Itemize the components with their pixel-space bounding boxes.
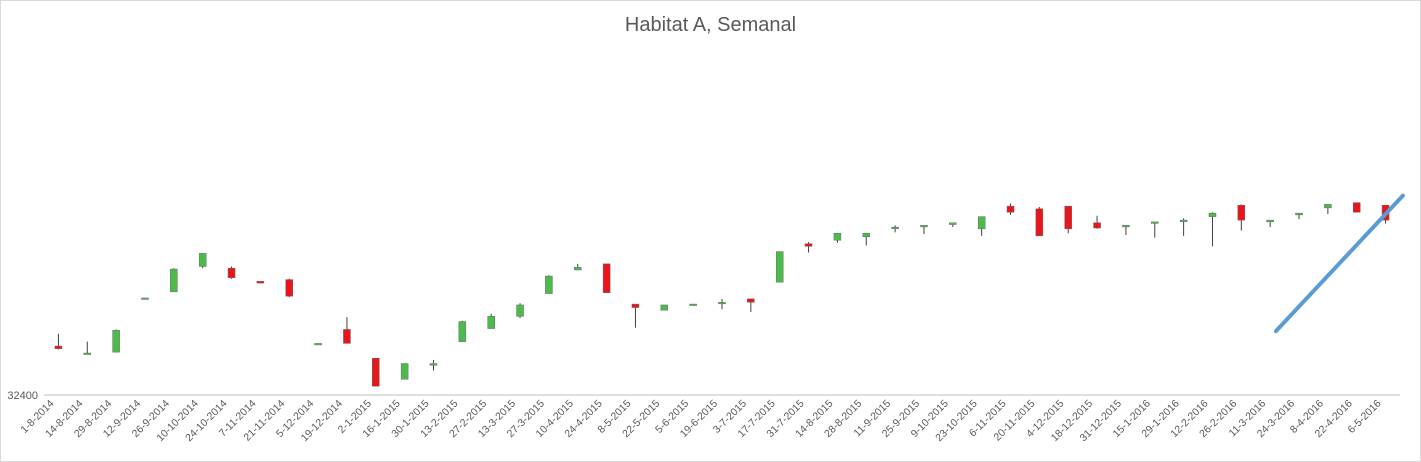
candle bbox=[285, 278, 293, 298]
candle-body-down bbox=[1352, 202, 1361, 213]
candle-body-up bbox=[400, 363, 409, 380]
candle bbox=[602, 263, 611, 293]
candle-body-up bbox=[170, 268, 178, 293]
candle bbox=[747, 298, 755, 312]
candle bbox=[1352, 202, 1361, 213]
candle-body-up bbox=[1324, 204, 1332, 209]
candle-body-down bbox=[602, 263, 611, 293]
candle bbox=[314, 343, 322, 346]
candle-body-up bbox=[198, 253, 207, 267]
candle bbox=[343, 317, 351, 344]
candle bbox=[372, 358, 380, 387]
candle-body-up bbox=[949, 222, 957, 225]
candle bbox=[1035, 207, 1044, 237]
candle bbox=[833, 232, 842, 243]
candle-body-down bbox=[227, 267, 236, 279]
candle-body-up bbox=[1295, 212, 1303, 216]
candle-body-down bbox=[285, 279, 293, 297]
candle bbox=[660, 304, 669, 311]
candle bbox=[689, 303, 697, 306]
candle-body-up bbox=[141, 297, 149, 300]
candle-body-down bbox=[1064, 205, 1072, 230]
candle-body-up bbox=[429, 363, 438, 366]
candle bbox=[141, 297, 149, 300]
candle bbox=[920, 225, 928, 235]
candle-body-down bbox=[54, 345, 63, 349]
candle bbox=[804, 241, 813, 253]
candle bbox=[83, 341, 92, 355]
candle bbox=[949, 222, 957, 228]
candle-body-down bbox=[631, 303, 640, 308]
candle bbox=[54, 333, 63, 350]
candle-body-down bbox=[343, 329, 351, 344]
candle-body-down bbox=[256, 281, 265, 284]
candle bbox=[862, 232, 871, 246]
chart-title: Habitat A, Semanal bbox=[624, 14, 797, 36]
candle-body-up bbox=[775, 251, 784, 283]
candle bbox=[458, 320, 467, 342]
candle-body-down bbox=[747, 298, 755, 303]
candle bbox=[256, 281, 265, 284]
candle bbox=[775, 251, 784, 283]
candle-body-up bbox=[1266, 219, 1274, 223]
candle-body-up bbox=[1208, 212, 1217, 217]
candle-body-up bbox=[573, 267, 582, 271]
candle bbox=[400, 363, 409, 380]
candle-body-up bbox=[112, 330, 120, 353]
candle bbox=[1064, 205, 1072, 234]
candle bbox=[891, 225, 899, 233]
candle bbox=[516, 303, 524, 319]
candle-body-up bbox=[689, 303, 697, 306]
candle bbox=[1266, 219, 1274, 228]
candle bbox=[718, 298, 726, 310]
candle bbox=[170, 268, 178, 293]
candle-body-up bbox=[1179, 219, 1188, 222]
candle-body-down bbox=[372, 358, 380, 387]
candle bbox=[1237, 204, 1246, 231]
candle-body-up bbox=[1122, 225, 1130, 228]
candle-body-up bbox=[977, 216, 986, 230]
candle-body-down bbox=[1035, 208, 1044, 237]
candle-body-down bbox=[1006, 205, 1015, 213]
candle bbox=[1093, 215, 1101, 229]
candle bbox=[198, 253, 207, 269]
candle-body-up bbox=[660, 304, 669, 311]
candle-body-down bbox=[804, 243, 813, 247]
candle-body-up bbox=[458, 321, 467, 342]
candle-body-up bbox=[545, 275, 553, 294]
x-labels-layer: 1-8-201414-8-201429-8-201412-9-201426-9-… bbox=[18, 398, 1383, 445]
candle-body-up bbox=[314, 343, 322, 346]
candle bbox=[1324, 204, 1332, 215]
candle bbox=[112, 329, 120, 353]
y-tick-label: 32400 bbox=[7, 390, 38, 402]
candles-layer bbox=[54, 202, 1390, 387]
candle-body-up bbox=[1151, 221, 1159, 224]
candle bbox=[1179, 218, 1188, 236]
candle-body-up bbox=[718, 302, 726, 305]
candle-body-up bbox=[516, 304, 524, 317]
candle-body-up bbox=[891, 226, 899, 229]
candle-body-down bbox=[1093, 222, 1101, 229]
candle bbox=[1006, 203, 1015, 215]
trendline bbox=[1273, 193, 1405, 334]
candle-body-down bbox=[1237, 205, 1246, 221]
candle-body-up bbox=[833, 232, 842, 241]
candle-body-up bbox=[862, 232, 871, 237]
candle bbox=[227, 266, 236, 279]
candle bbox=[573, 263, 582, 271]
candle bbox=[429, 360, 438, 371]
candle bbox=[1295, 212, 1303, 220]
candle bbox=[1151, 221, 1159, 238]
candle-body-up bbox=[487, 316, 495, 329]
candle-body-up bbox=[83, 352, 92, 355]
candle-body-up bbox=[920, 225, 928, 228]
candle bbox=[545, 275, 553, 294]
candle bbox=[631, 303, 640, 328]
candle bbox=[1122, 225, 1130, 235]
candle bbox=[1208, 212, 1217, 247]
candle bbox=[487, 313, 495, 329]
candle bbox=[977, 216, 986, 236]
